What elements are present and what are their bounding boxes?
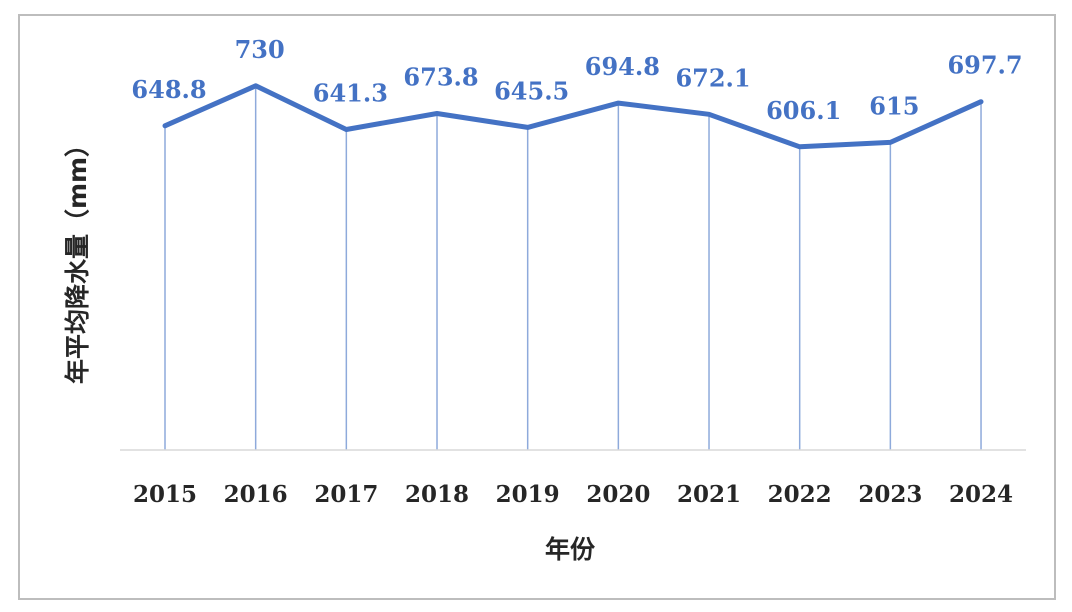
series-line [162, 83, 984, 150]
y-axis-title: 年平均降水量（mm） [63, 132, 92, 384]
data-label: 730 [235, 35, 285, 64]
x-tick-label: 2020 [586, 481, 650, 508]
data-label: 673.8 [403, 62, 478, 91]
data-label: 645.5 [494, 76, 569, 105]
x-axis-title: 年份 [545, 535, 595, 564]
data-label: 606.1 [766, 96, 841, 125]
x-tick-label: 2023 [858, 481, 922, 508]
drop-lines [164, 85, 982, 450]
data-label: 615 [869, 91, 919, 120]
x-tick-label: 2022 [768, 481, 832, 508]
x-tick-label: 2016 [224, 481, 288, 508]
data-label: 694.8 [585, 52, 660, 81]
data-label: 641.3 [313, 78, 388, 107]
data-label: 672.1 [675, 63, 750, 92]
x-tick-labels: 2015 2016 2017 2018 2019 2020 2021 2022 2023 2024 [133, 481, 1013, 508]
data-label: 697.7 [947, 51, 1022, 80]
x-tick-label: 2021 [677, 481, 741, 508]
x-tick-label: 2024 [949, 481, 1013, 508]
data-label: 648.8 [131, 75, 206, 104]
x-tick-label: 2017 [314, 481, 378, 508]
x-tick-label: 2019 [496, 481, 560, 508]
x-tick-label: 2018 [405, 481, 469, 508]
x-tick-label: 2015 [133, 481, 197, 508]
data-labels: 648.8 730 641.3 673.8 645.5 694.8 672.1 606.1 61… [131, 35, 1022, 125]
